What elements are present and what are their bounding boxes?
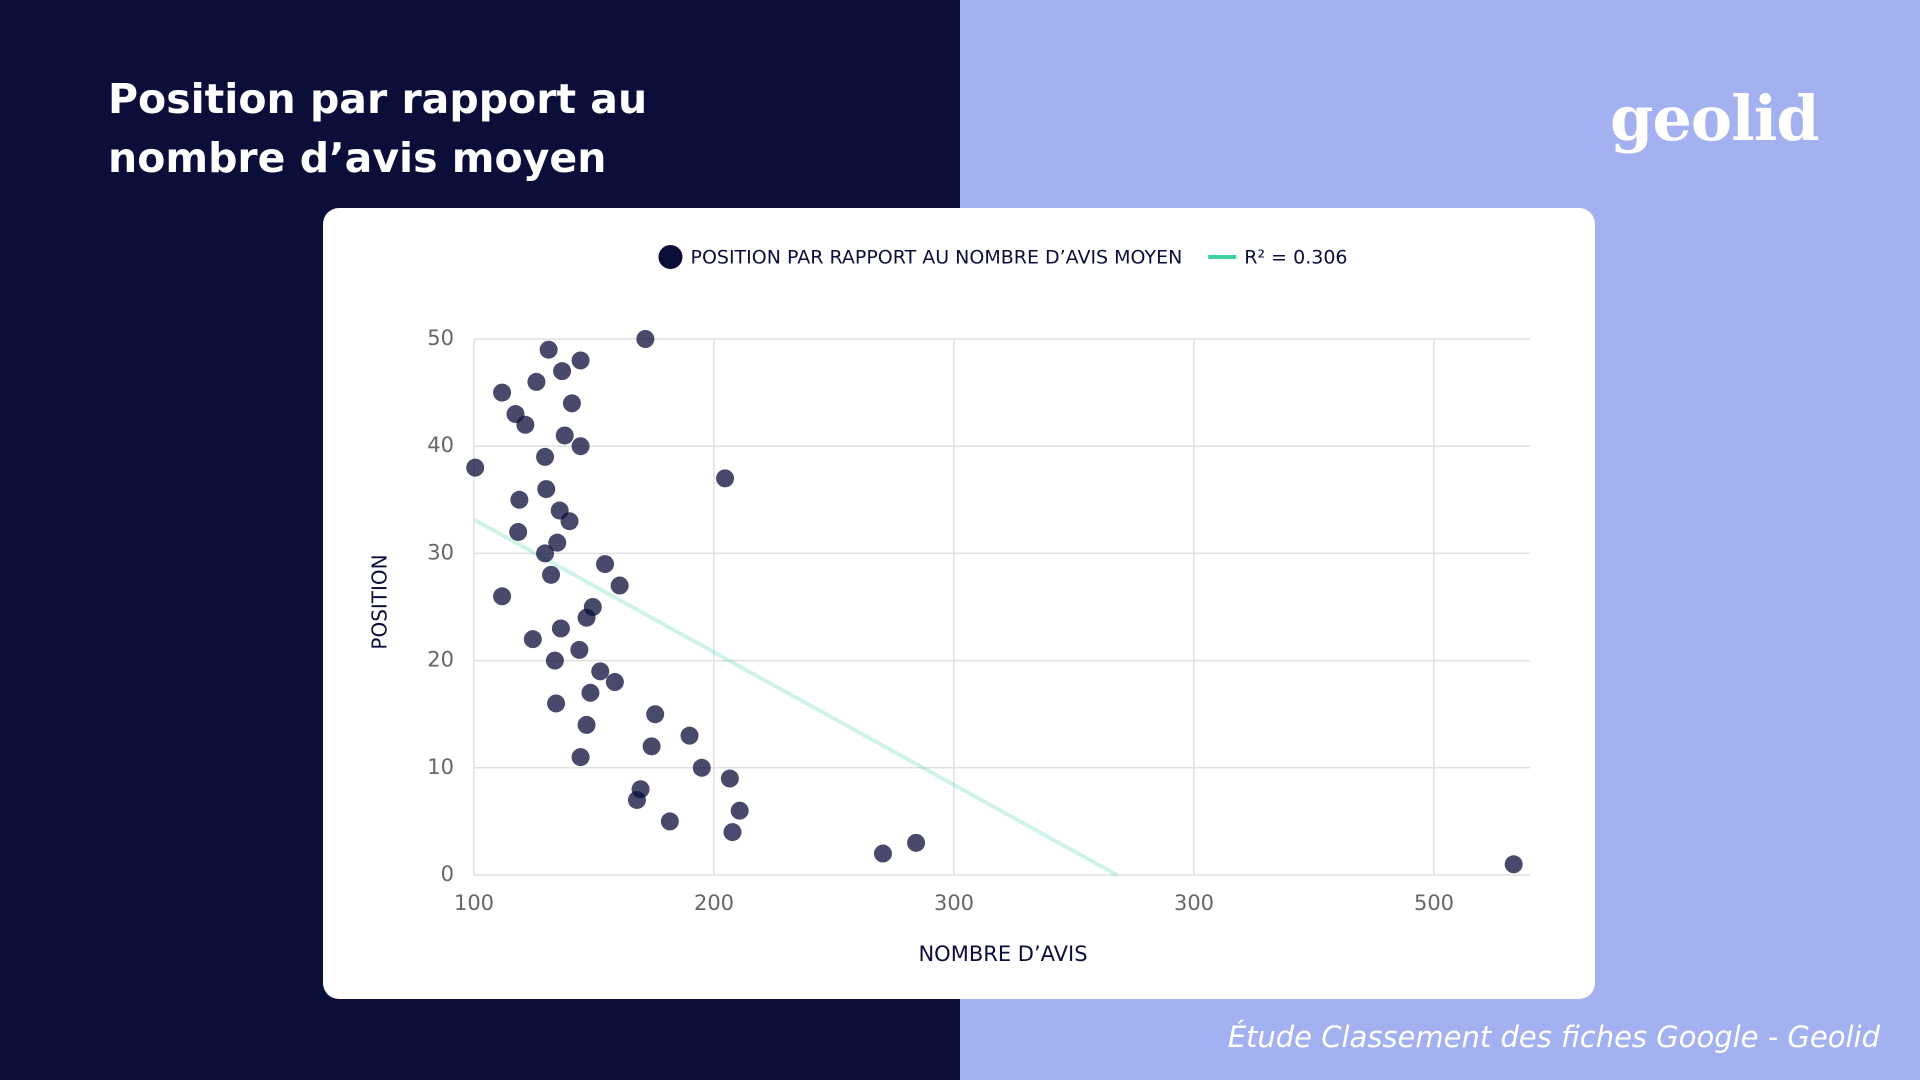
data-point [493, 587, 512, 606]
data-point [466, 458, 485, 477]
data-point [660, 812, 679, 831]
y-axis-label: POSITION [368, 554, 392, 649]
x-tick-label: 500 [1414, 891, 1454, 915]
data-point [720, 769, 739, 788]
data-point [523, 630, 542, 649]
legend-label: POSITION PAR RAPPORT AU NOMBRE D’AVIS MO… [690, 247, 1182, 269]
x-tick-label: 300 [1174, 891, 1214, 915]
slide-title: Position par rapport au nombre d’avis mo… [108, 75, 648, 182]
data-point [907, 833, 926, 852]
data-point [542, 565, 561, 584]
data-point [873, 844, 892, 863]
y-tick-label: 10 [427, 755, 454, 779]
data-point [610, 576, 629, 595]
x-axis-label: NOMBRE D’AVIS [918, 942, 1087, 966]
data-point [730, 801, 749, 820]
data-point [551, 619, 570, 638]
data-point [553, 362, 572, 381]
x-tick-label: 300 [934, 891, 974, 915]
data-point [636, 330, 655, 348]
data-point [537, 480, 556, 499]
x-tick-label: 100 [454, 891, 494, 915]
data-point [545, 651, 564, 670]
data-point [516, 415, 535, 434]
data-point [509, 522, 528, 541]
y-tick-label: 0 [441, 862, 454, 886]
data-point [716, 469, 735, 488]
y-tick-label: 30 [427, 540, 454, 564]
data-point [536, 447, 555, 466]
legend-symbol [658, 245, 683, 269]
y-tick-label: 40 [427, 433, 454, 457]
data-point [510, 490, 529, 509]
data-point [539, 340, 558, 359]
data-point [581, 683, 600, 702]
data-point [577, 608, 596, 627]
data-point [571, 748, 590, 767]
data-point [627, 790, 646, 809]
y-tick-label: 50 [427, 326, 454, 350]
data-point [646, 705, 665, 724]
data-point [577, 715, 596, 734]
data-point [692, 758, 711, 777]
data-point [560, 512, 579, 531]
data-point [570, 640, 589, 659]
data-point [547, 694, 566, 713]
trend-line [474, 518, 1118, 877]
data-point [555, 426, 574, 445]
data-point [536, 544, 555, 563]
chart-card [323, 208, 1595, 999]
data-point [571, 351, 590, 370]
data-point [562, 394, 581, 413]
legend-label: R² = 0.306 [1244, 247, 1347, 269]
data-point [591, 662, 610, 681]
data-point [527, 372, 546, 391]
data-point [605, 673, 624, 692]
data-point [723, 823, 742, 842]
data-point [680, 726, 699, 745]
data-point [596, 555, 615, 574]
footer: Étude Classement des fiches Google - Geo… [1227, 1020, 1880, 1054]
y-tick-label: 20 [427, 648, 454, 672]
data-point [642, 737, 661, 756]
logo: geolid [1610, 82, 1820, 155]
data-point [548, 533, 567, 552]
data-point [493, 383, 512, 402]
data-point [571, 437, 590, 456]
data-point [1504, 855, 1523, 874]
x-tick-label: 200 [694, 891, 734, 915]
